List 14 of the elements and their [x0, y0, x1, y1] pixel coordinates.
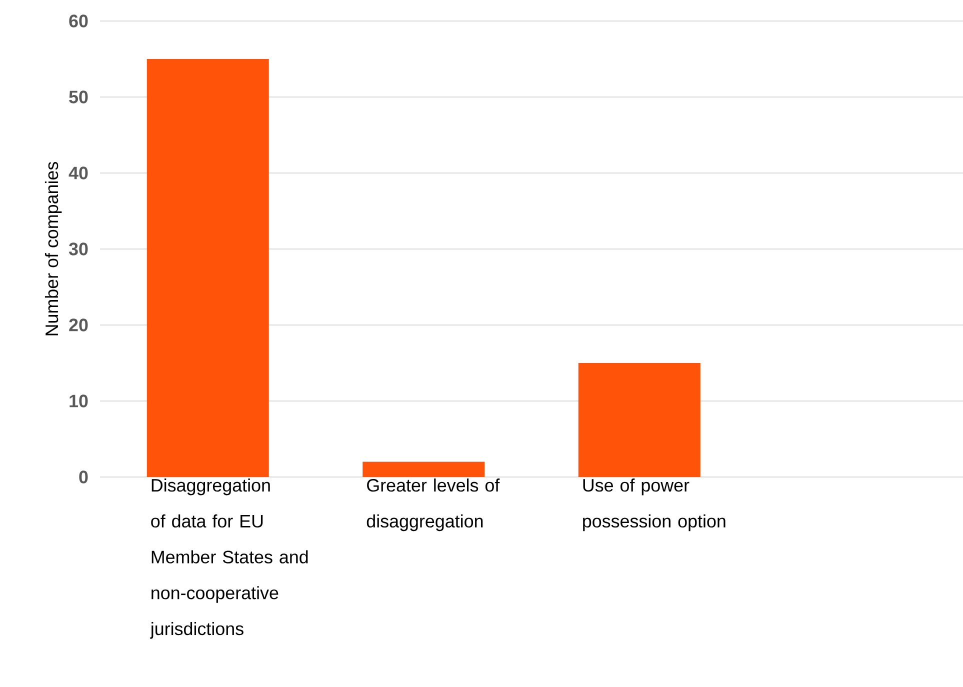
- y-tick-label: 50: [69, 90, 88, 104]
- y-tick-label: 60: [69, 14, 88, 28]
- y-tick-label: 20: [69, 318, 88, 332]
- bar: [146, 58, 269, 477]
- y-tick-label: 0: [79, 470, 88, 484]
- bar: [362, 462, 485, 477]
- y-tick-label: 30: [68, 242, 88, 256]
- bar: [578, 362, 700, 477]
- y-tick-label: 40: [68, 166, 88, 180]
- y-axis-title: Number of companies: [44, 162, 62, 336]
- category-label: Greater levels of disaggregation: [366, 478, 500, 532]
- y-tick-label: 10: [70, 394, 88, 408]
- x-tick-label: Use of power possession option: [583, 478, 726, 532]
- category-label: Disaggregation of data for EU Member States and non-cooperative jurisdictions: [150, 478, 308, 639]
